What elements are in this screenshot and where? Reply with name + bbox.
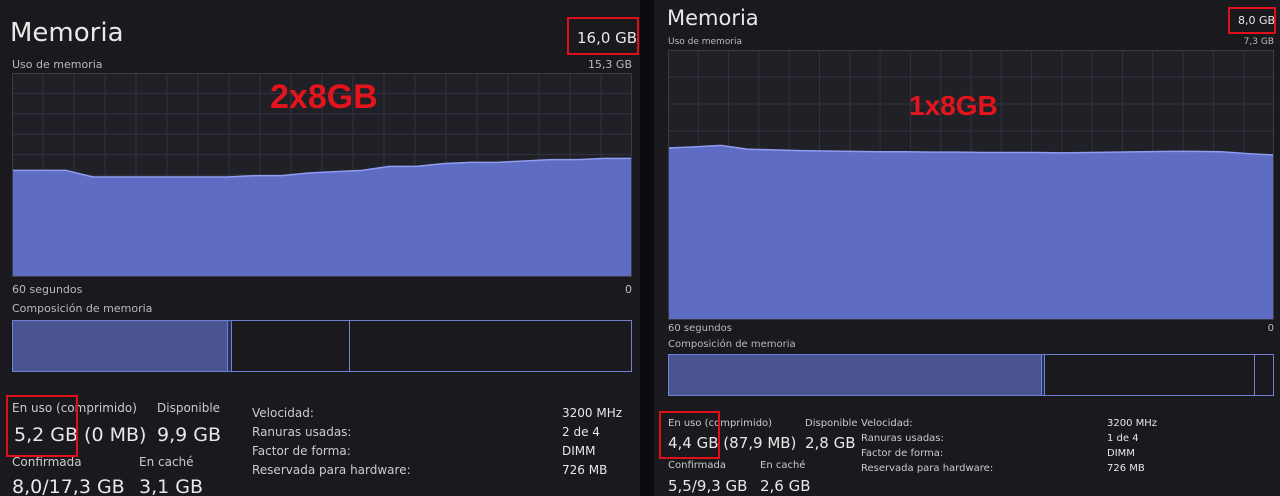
highlight-box — [1228, 7, 1276, 34]
title: Memoria — [667, 6, 759, 30]
detail-value: 2 de 4 — [562, 425, 600, 439]
max-label: 7,3 GB — [1243, 37, 1274, 47]
detail-label: Factor de forma: — [252, 444, 351, 458]
memory-panel: Memoria 16,0 GB Uso de memoria 15,3 GB 60 se… — [0, 0, 640, 496]
detail-value: 726 MB — [562, 463, 608, 477]
usage-label: Uso de memoria — [12, 58, 103, 71]
modified-segment — [1041, 355, 1046, 395]
usage-label: Uso de memoria — [668, 37, 743, 47]
stat-value: 2,6 GB — [760, 477, 811, 495]
in-use-segment — [669, 355, 1042, 395]
stat-label: Disponible — [157, 401, 221, 415]
time-label: 60 segundos — [668, 323, 732, 334]
detail-label: Ranuras usadas: — [252, 425, 352, 439]
usage-graph — [12, 73, 632, 277]
stat-label: En uso (comprimido) — [12, 401, 137, 415]
detail-value: 1 de 4 — [1107, 433, 1139, 444]
detail-label: Velocidad: — [861, 418, 913, 429]
composition-bar — [668, 354, 1274, 396]
detail-value: DIMM — [562, 444, 596, 458]
stat-label: Confirmada — [12, 455, 82, 469]
composition-bar — [12, 320, 632, 372]
usage-area — [12, 158, 632, 277]
highlight-box — [6, 395, 78, 457]
detail-value: DIMM — [1107, 448, 1135, 459]
usage-graph — [668, 50, 1274, 320]
detail-value: 3200 MHz — [1107, 418, 1158, 429]
stat-value: 3,1 GB — [139, 476, 204, 496]
stat-value: 9,9 GB — [157, 424, 222, 446]
standby-segment — [1045, 355, 1256, 395]
annotation: 2x8GB — [270, 78, 378, 116]
detail-value: 726 MB — [1107, 463, 1145, 474]
total-memory: 16,0 GB — [577, 29, 638, 47]
zero-label: 0 — [625, 283, 632, 296]
standby-segment — [232, 321, 350, 371]
modified-segment — [228, 321, 232, 371]
graph-border — [12, 73, 632, 277]
composition-label: Composición de memoria — [12, 302, 153, 315]
detail-label: Reservada para hardware: — [861, 463, 994, 474]
stat-label: Confirmada — [668, 460, 727, 471]
highlight-box — [659, 411, 720, 459]
memory-panel: Memoria 8,0 GB Uso de memoria 7,3 GB 60 segu… — [654, 0, 1280, 496]
total-memory: 8,0 GB — [1238, 14, 1276, 27]
in-use-segment — [13, 321, 229, 371]
stat-label: En caché — [760, 460, 806, 471]
detail-value: 3200 MHz — [562, 406, 623, 420]
time-label: 60 segundos — [12, 283, 83, 296]
usage-line — [12, 157, 632, 178]
stat-value: 5,5/9,3 GB — [668, 477, 748, 495]
detail-label: Factor de forma: — [861, 448, 944, 459]
detail-label: Reservada para hardware: — [252, 463, 411, 477]
usage-line — [668, 144, 1274, 156]
max-label: 15,3 GB — [587, 58, 632, 71]
detail-label: Ranuras usadas: — [861, 433, 944, 444]
composition-label: Composición de memoria — [668, 339, 796, 350]
highlight-box — [567, 17, 639, 55]
graph-border — [668, 50, 1274, 320]
stat-label: En caché — [139, 455, 194, 469]
usage-area — [668, 145, 1274, 320]
stat-value: 2,8 GB — [805, 434, 856, 452]
stat-value: 8,0/17,3 GB — [12, 476, 125, 496]
stat-label: Disponible — [805, 418, 858, 429]
stat-value: 5,2 GB (0 MB) — [14, 424, 147, 446]
stat-label: En uso (comprimido) — [668, 418, 773, 429]
zero-label: 0 — [1267, 323, 1274, 334]
stat-value: 4,4 GB (87,9 MB) — [668, 434, 797, 452]
annotation: 1x8GB — [909, 90, 998, 121]
title: Memoria — [10, 18, 124, 48]
detail-label: Velocidad: — [252, 406, 314, 420]
